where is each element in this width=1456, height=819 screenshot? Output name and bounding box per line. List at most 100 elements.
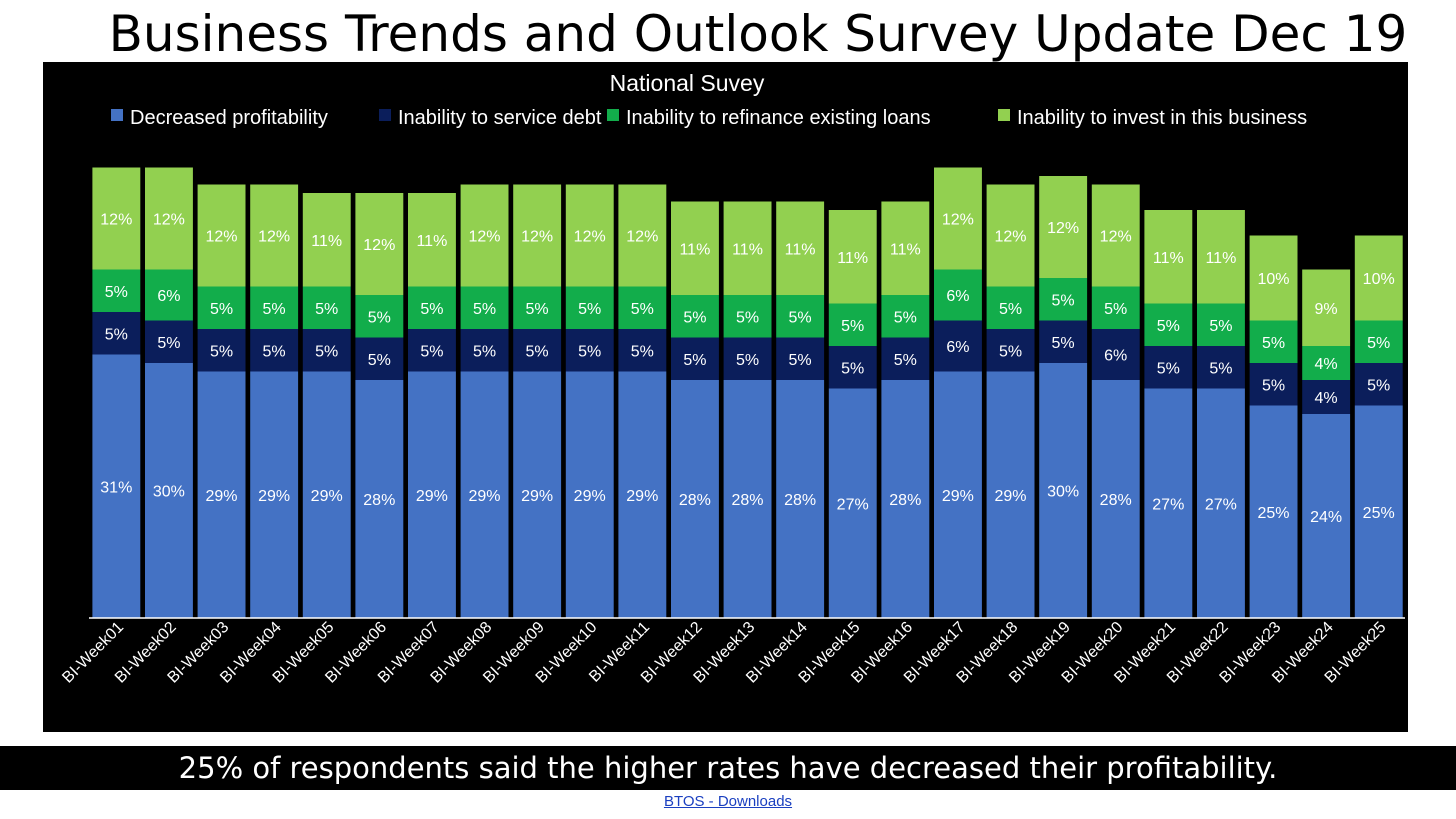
bar-segment-invest-14 [776, 201, 825, 295]
data-label-profitability-7: 29% [416, 488, 448, 505]
bar-segment-service-debt-4 [250, 329, 299, 372]
bar-segment-refinance-11 [618, 286, 667, 329]
segment-labels: 31% 5% 5% 12% 30% 5% 6% 12% 29% 5% 5% 12% 29% 5% 5% 12%… [100, 212, 1394, 527]
data-label-service-debt-8: 5% [473, 343, 496, 360]
data-label-refinance-16: 5% [894, 309, 917, 326]
data-label-service-debt-3: 5% [210, 343, 233, 360]
bar-segment-refinance-19 [1039, 278, 1088, 321]
data-label-service-debt-13: 5% [736, 352, 759, 369]
data-label-invest-8: 12% [468, 229, 500, 246]
data-label-profitability-25: 25% [1363, 505, 1395, 522]
x-tick-labels: BI-Week01BI-Week02BI-Week03BI-Week04BI-W… [59, 619, 1389, 687]
data-label-refinance-6: 5% [368, 309, 391, 326]
data-label-refinance-20: 5% [1104, 301, 1127, 318]
data-label-refinance-15: 5% [841, 318, 864, 335]
data-label-invest-16: 11% [890, 241, 921, 258]
caption-text: 25% of respondents said the higher rates… [178, 751, 1278, 785]
bar-segment-service-debt-8 [460, 329, 509, 372]
bar-segment-refinance-12 [671, 295, 719, 338]
bar-segment-refinance-3 [197, 286, 246, 329]
bar-segment-refinance-13 [723, 295, 772, 338]
data-label-service-debt-11: 5% [631, 343, 654, 360]
data-label-service-debt-5: 5% [315, 343, 338, 360]
bar-segment-profitability-21 [1144, 388, 1193, 618]
bar-segment-service-debt-21 [1144, 346, 1193, 389]
bar-segment-service-debt-13 [723, 337, 772, 380]
bar-segment-profitability-14 [776, 380, 825, 618]
data-label-refinance-2: 6% [157, 288, 180, 305]
bar-segment-profitability-6 [355, 380, 404, 618]
data-label-invest-15: 11% [837, 250, 868, 267]
data-label-refinance-8: 5% [473, 301, 496, 318]
bar-segment-service-debt-25 [1354, 363, 1403, 406]
data-label-refinance-18: 5% [999, 301, 1022, 318]
bar-segment-refinance-24 [1302, 346, 1351, 380]
data-label-refinance-23: 5% [1262, 335, 1285, 352]
data-label-refinance-13: 5% [736, 309, 759, 326]
bar-segment-service-debt-24 [1302, 380, 1351, 414]
data-label-service-debt-6: 5% [368, 352, 391, 369]
bar-segment-invest-24 [1302, 269, 1351, 346]
bar-segment-service-debt-6 [355, 337, 404, 380]
data-label-refinance-3: 5% [210, 301, 233, 318]
bar-segment-service-debt-3 [197, 329, 246, 372]
bar-segment-invest-7 [408, 193, 456, 287]
data-label-invest-3: 12% [205, 229, 237, 246]
data-label-profitability-10: 29% [574, 488, 606, 505]
bar-segment-profitability-10 [565, 371, 614, 618]
data-label-service-debt-25: 5% [1367, 377, 1390, 394]
bar-segment-service-debt-16 [881, 337, 930, 380]
bar-segment-profitability-9 [513, 371, 562, 618]
data-label-refinance-17: 6% [946, 288, 969, 305]
data-label-profitability-19: 30% [1047, 484, 1079, 501]
data-label-profitability-14: 28% [784, 492, 816, 509]
data-label-profitability-2: 30% [153, 484, 185, 501]
bar-segment-invest-17 [934, 167, 982, 270]
data-label-service-debt-18: 5% [999, 343, 1022, 360]
data-label-invest-20: 12% [1100, 229, 1132, 246]
bar-segment-invest-18 [986, 184, 1035, 287]
data-label-profitability-9: 29% [521, 488, 553, 505]
data-label-profitability-13: 28% [731, 492, 763, 509]
legend: Decreased profitability Inability to serv… [111, 107, 1307, 129]
data-label-profitability-11: 29% [626, 488, 658, 505]
data-label-refinance-11: 5% [631, 301, 654, 318]
data-label-service-debt-7: 5% [420, 343, 443, 360]
bar-segment-profitability-20 [1091, 380, 1140, 618]
data-label-invest-19: 12% [1047, 220, 1079, 237]
data-label-invest-4: 12% [258, 229, 290, 246]
bar-segment-profitability-1 [92, 354, 141, 618]
bar-segment-refinance-1 [92, 269, 141, 312]
bar-segment-invest-11 [618, 184, 667, 287]
bar-segment-profitability-13 [723, 380, 772, 618]
bar-segment-invest-21 [1144, 210, 1193, 304]
bar-segment-profitability-19 [1039, 363, 1088, 618]
bar-segment-invest-16 [881, 201, 930, 295]
data-label-service-debt-1: 5% [105, 326, 128, 343]
btos-downloads-link[interactable]: BTOS - Downloads [663, 793, 793, 810]
data-label-refinance-21: 5% [1157, 318, 1180, 335]
chart-title: National Suvey [610, 70, 765, 96]
data-label-profitability-12: 28% [679, 492, 711, 509]
bar-segment-service-debt-10 [565, 329, 614, 372]
bar-segment-profitability-11 [618, 371, 667, 618]
bar-segment-service-debt-23 [1249, 363, 1298, 406]
bar-segment-service-debt-14 [776, 337, 825, 380]
data-label-service-debt-14: 5% [789, 352, 812, 369]
bar-segment-invest-8 [460, 184, 509, 287]
data-label-refinance-25: 5% [1367, 335, 1390, 352]
data-label-refinance-14: 5% [789, 309, 812, 326]
bar-segment-invest-15 [828, 210, 877, 304]
legend-swatch-3 [607, 109, 619, 121]
bar-segment-profitability-2 [145, 363, 193, 618]
bar-segment-service-debt-19 [1039, 320, 1088, 363]
bar-segment-invest-23 [1249, 235, 1298, 321]
bar-segment-refinance-25 [1354, 320, 1403, 363]
data-label-profitability-5: 29% [311, 488, 343, 505]
data-label-refinance-9: 5% [526, 301, 549, 318]
legend-swatch-4 [998, 109, 1010, 121]
bar-segment-service-debt-18 [986, 329, 1035, 372]
bar-segment-refinance-6 [355, 295, 404, 338]
data-label-profitability-20: 28% [1100, 492, 1132, 509]
bar-segment-profitability-12 [671, 380, 719, 618]
